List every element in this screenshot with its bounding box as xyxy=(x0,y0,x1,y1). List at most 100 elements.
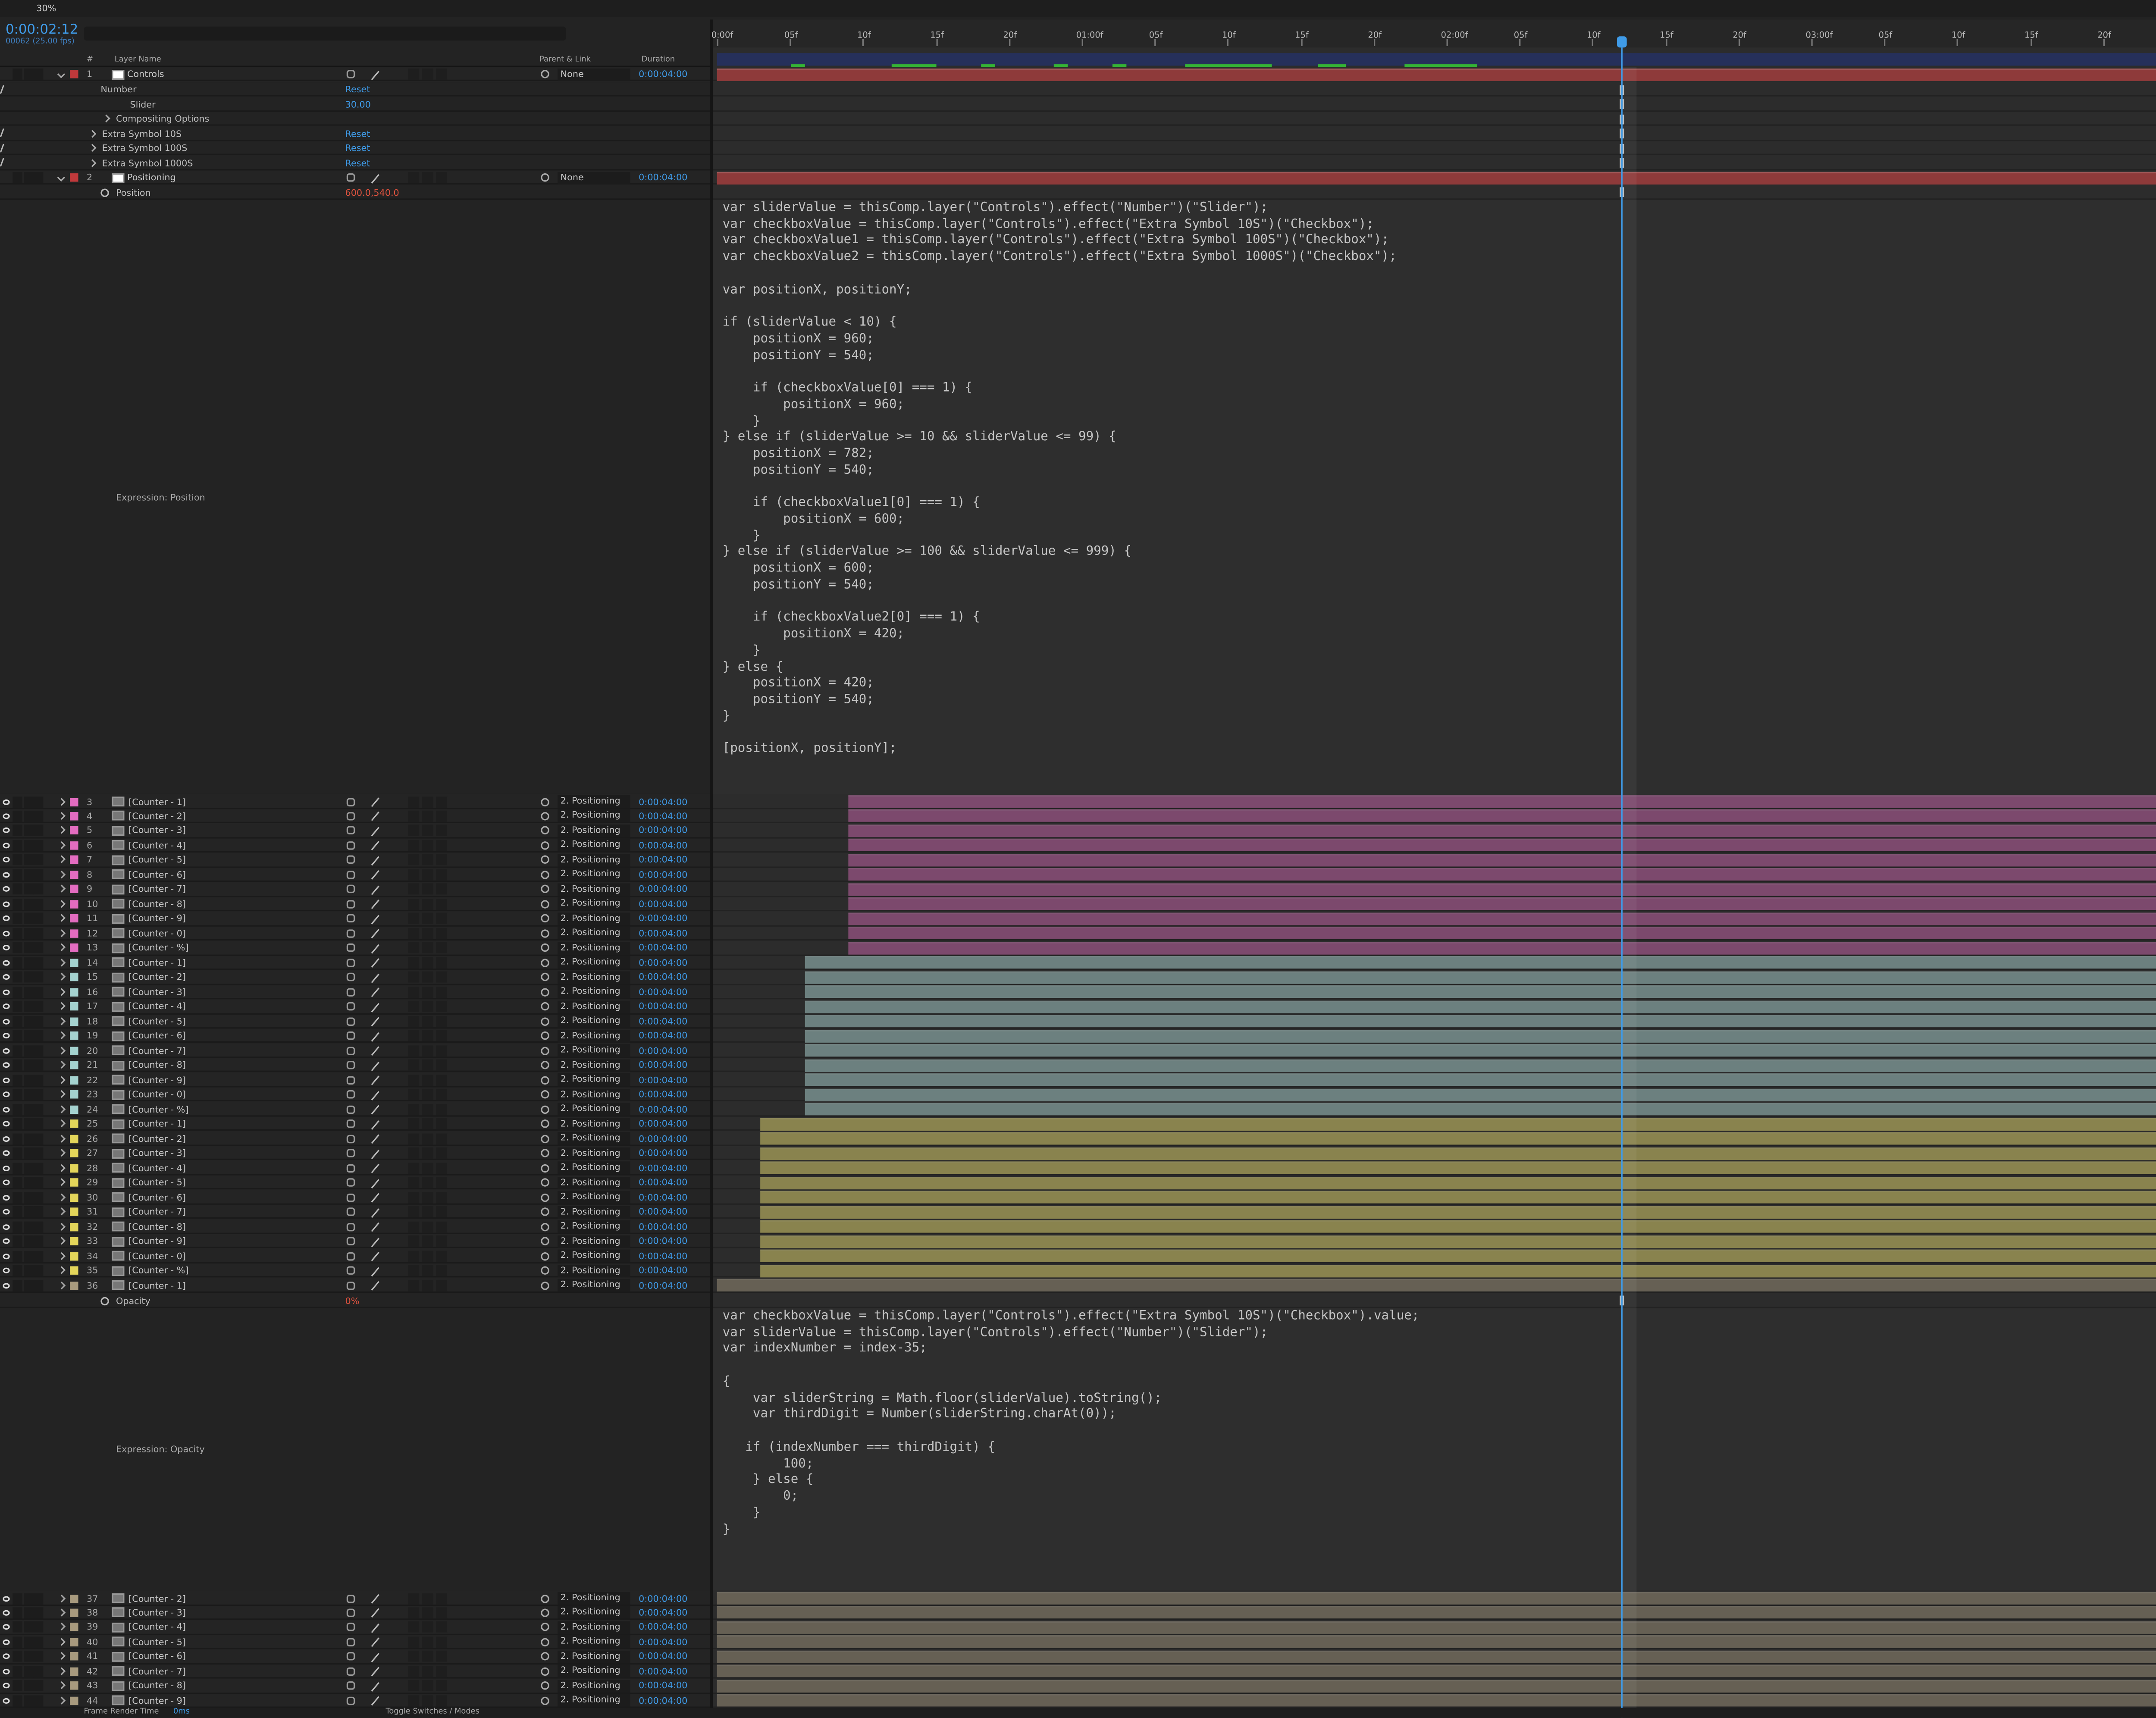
switch-box[interactable] xyxy=(422,1680,433,1692)
switch-box[interactable] xyxy=(436,172,448,183)
visibility-eye[interactable] xyxy=(2,1135,9,1141)
visibility-eye[interactable] xyxy=(2,1091,9,1097)
switch-box[interactable] xyxy=(408,840,420,851)
switch-box[interactable] xyxy=(24,1074,34,1086)
switch-box[interactable] xyxy=(408,928,420,939)
label-swatch[interactable] xyxy=(70,1149,78,1158)
switch-box[interactable] xyxy=(24,1001,34,1013)
switch-box[interactable] xyxy=(13,1133,22,1144)
switch-box[interactable] xyxy=(24,957,34,969)
layer-bar[interactable] xyxy=(761,1176,2156,1189)
duration[interactable]: 0:00:04:00 xyxy=(639,1147,688,1159)
parent-dropdown[interactable]: 2. Positioning xyxy=(558,1606,630,1619)
switch-box[interactable] xyxy=(24,796,34,807)
parent-dropdown[interactable]: 2. Positioning xyxy=(558,1592,630,1605)
switch-box[interactable] xyxy=(24,810,34,822)
layer-bar[interactable] xyxy=(804,1103,2156,1116)
switch-box[interactable] xyxy=(408,1001,420,1013)
shy-switch[interactable] xyxy=(346,1061,355,1070)
duration[interactable]: 0:00:04:00 xyxy=(639,957,688,969)
duration[interactable]: 0:00:04:00 xyxy=(639,1001,688,1013)
switch-box[interactable] xyxy=(436,869,448,881)
layer-name[interactable]: [Counter - %] xyxy=(128,1104,189,1115)
switch-box[interactable] xyxy=(24,1636,34,1648)
switch-box[interactable] xyxy=(436,1177,448,1188)
parent-dropdown[interactable]: 2. Positioning xyxy=(558,839,630,852)
switch-box[interactable] xyxy=(13,884,22,895)
switch-box[interactable] xyxy=(24,1622,34,1633)
switch-box[interactable] xyxy=(436,1636,448,1648)
parent-dropdown[interactable]: 2. Positioning xyxy=(558,825,630,837)
pick-whip[interactable] xyxy=(541,1134,549,1143)
duration[interactable]: 0:00:04:00 xyxy=(639,898,688,910)
duration[interactable]: 0:00:04:00 xyxy=(639,1016,688,1027)
shy-switch[interactable] xyxy=(346,958,355,967)
shy-switch[interactable] xyxy=(346,973,355,982)
switch-box[interactable] xyxy=(13,928,22,939)
layer-name[interactable]: [Counter - 0] xyxy=(128,928,186,939)
switch-box[interactable] xyxy=(436,854,448,866)
layer-bar[interactable] xyxy=(761,1264,2156,1277)
parent-dropdown[interactable]: 2. Positioning xyxy=(558,912,630,925)
switch-box[interactable] xyxy=(24,1118,34,1130)
label-swatch[interactable] xyxy=(70,1163,78,1173)
switch-box[interactable] xyxy=(422,1651,433,1663)
pick-whip[interactable] xyxy=(541,1638,549,1646)
shy-switch[interactable] xyxy=(346,70,355,78)
shy-switch[interactable] xyxy=(346,900,355,909)
switch-box[interactable] xyxy=(422,796,433,807)
shy-switch[interactable] xyxy=(346,944,355,953)
switch-box[interactable] xyxy=(436,1060,448,1071)
shy-switch[interactable] xyxy=(346,1667,355,1676)
label-swatch[interactable] xyxy=(70,1207,78,1216)
switch-box[interactable] xyxy=(436,840,448,851)
pick-whip[interactable] xyxy=(541,1266,549,1275)
switch-box[interactable] xyxy=(422,1177,433,1188)
switch-box[interactable] xyxy=(408,1045,420,1057)
pick-whip[interactable] xyxy=(541,1002,549,1011)
property-name[interactable]: Extra Symbol 100S xyxy=(102,142,188,154)
switch-box[interactable] xyxy=(13,1593,22,1604)
layer-bar[interactable] xyxy=(761,1249,2156,1262)
switch-box[interactable] xyxy=(422,1045,433,1057)
layer-name[interactable]: [Counter - 2] xyxy=(128,972,186,983)
layer-bar[interactable] xyxy=(804,1029,2156,1043)
visibility-eye[interactable] xyxy=(2,1238,9,1244)
duration[interactable]: 0:00:04:00 xyxy=(639,854,688,866)
switch-box[interactable] xyxy=(33,1593,44,1604)
footer-toggle[interactable]: Toggle Switches / Modes xyxy=(385,1708,479,1717)
parent-dropdown[interactable]: 2. Positioning xyxy=(558,1029,630,1043)
parent-dropdown[interactable]: 2. Positioning xyxy=(558,985,630,999)
pick-whip[interactable] xyxy=(541,1207,549,1216)
property-name[interactable]: Slider xyxy=(130,98,156,110)
property-value[interactable]: Reset xyxy=(345,84,370,95)
shy-switch[interactable] xyxy=(346,1594,355,1602)
label-swatch[interactable] xyxy=(70,1652,78,1661)
parent-dropdown[interactable]: 2. Positioning xyxy=(558,1015,630,1028)
parent-dropdown[interactable]: 2. Positioning xyxy=(558,1147,630,1160)
pick-whip[interactable] xyxy=(541,885,549,894)
visibility-eye[interactable] xyxy=(2,1106,9,1112)
switch-box[interactable] xyxy=(33,1265,44,1276)
label-swatch[interactable] xyxy=(70,988,78,997)
shy-switch[interactable] xyxy=(346,173,355,182)
switch-box[interactable] xyxy=(422,928,433,939)
switch-box[interactable] xyxy=(422,972,433,983)
switch-box[interactable] xyxy=(24,68,34,80)
pick-whip[interactable] xyxy=(541,929,549,938)
layer-name[interactable]: [Counter - 9] xyxy=(128,913,186,925)
switch-box[interactable] xyxy=(33,1221,44,1232)
timecode[interactable]: 0:00:02:12 xyxy=(5,22,78,38)
label-swatch[interactable] xyxy=(70,1002,78,1011)
pick-whip[interactable] xyxy=(541,1193,549,1202)
parent-dropdown[interactable]: 2. Positioning xyxy=(558,1279,630,1292)
label-swatch[interactable] xyxy=(70,1608,78,1617)
layer-bar[interactable] xyxy=(848,898,2156,911)
switch-box[interactable] xyxy=(13,1666,22,1677)
duration[interactable]: 0:00:04:00 xyxy=(639,869,688,881)
switch-box[interactable] xyxy=(24,1651,34,1663)
switch-box[interactable] xyxy=(13,898,22,910)
switch-box[interactable] xyxy=(33,913,44,925)
switch-box[interactable] xyxy=(436,68,448,80)
pick-whip[interactable] xyxy=(541,173,549,182)
